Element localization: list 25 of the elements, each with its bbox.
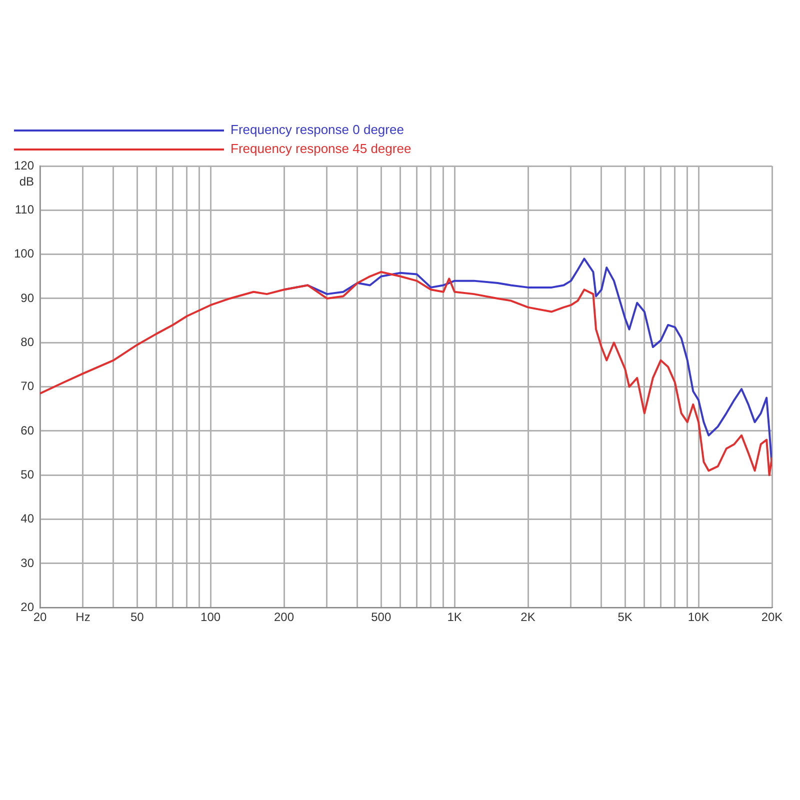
y-tick-label: 120: [14, 158, 34, 172]
x-tick-label: Hz: [76, 610, 90, 624]
x-tick-label: 5K: [618, 610, 632, 624]
x-tick-label: 500: [371, 610, 392, 624]
x-tick-label: 20: [33, 610, 48, 624]
x-tick-label: 2K: [520, 610, 536, 624]
y-tick-label: 60: [20, 423, 34, 438]
x-tick-label: 100: [200, 610, 221, 624]
y-tick-label: 50: [20, 467, 34, 482]
y-axis-title: dB: [19, 174, 34, 188]
y-tick-label: 40: [20, 512, 34, 526]
y-tick-label: 90: [20, 290, 34, 305]
x-tick-label: 10K: [688, 610, 710, 624]
x-tick-label: 20K: [761, 610, 783, 624]
y-tick-label: 100: [14, 246, 34, 261]
text: Frequency response 0 degree: [230, 122, 404, 138]
text: Frequency response 45 degree: [230, 141, 412, 156]
y-tick-label: 110: [14, 202, 34, 216]
x-tick-label: 1K: [447, 610, 462, 624]
y-tick-label: 20: [20, 600, 34, 614]
y-tick-label: 80: [20, 334, 34, 349]
y-tick-label: 70: [20, 379, 34, 394]
x-tick-label: 200: [274, 610, 294, 624]
x-tick-label: 50: [130, 610, 144, 624]
y-tick-label: 30: [20, 556, 34, 570]
